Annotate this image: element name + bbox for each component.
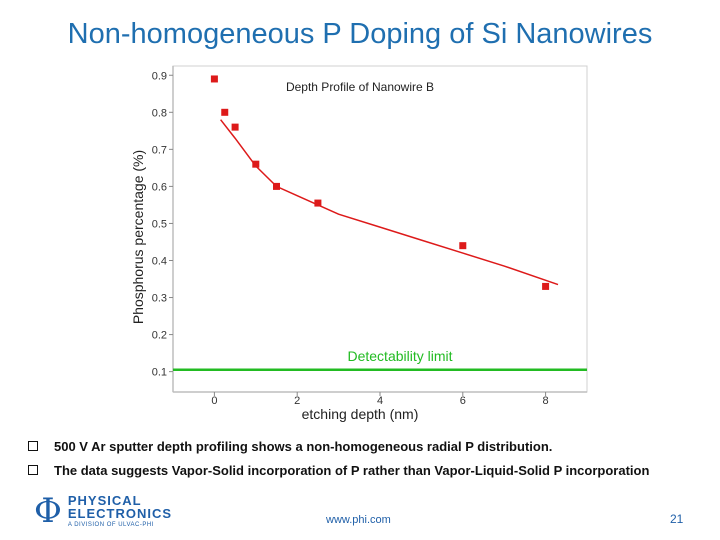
y-tick-label: 0.6 — [152, 181, 167, 193]
plot-area — [172, 65, 588, 393]
y-tick-label: 0.3 — [152, 293, 167, 305]
phi-logo-icon: Φ — [34, 491, 62, 531]
x-tick-label: 8 — [543, 395, 549, 407]
slide-title: Non-homogeneous P Doping of Si Nanowires — [67, 18, 653, 50]
data-point — [221, 108, 229, 116]
x-tick-label: 6 — [460, 395, 466, 407]
logo-line-division: A DIVISION OF ULVAC-PHI — [67, 522, 154, 528]
footer-url[interactable]: www.phi.com — [326, 514, 391, 526]
x-tick-label: 2 — [294, 395, 300, 407]
data-point — [252, 160, 260, 168]
data-point — [314, 199, 322, 207]
chart-title: Depth Profile of Nanowire B — [286, 80, 434, 94]
company-logo: Φ PHYSICAL ELECTRONICS A DIVISION OF ULV… — [34, 494, 172, 528]
bullet-item-incorporation: The data suggests Vapor-Solid incorporat… — [28, 458, 708, 482]
checkbox-bullet-icon — [28, 465, 38, 475]
y-tick-label: 0.4 — [152, 255, 167, 267]
detectability-limit-label: Detectability limit — [347, 348, 452, 364]
data-point — [273, 182, 280, 190]
logo-line-physical: PHYSICAL — [67, 493, 142, 508]
data-point — [210, 75, 218, 83]
y-tick-label: 0.5 — [152, 218, 167, 230]
x-tick-label: 4 — [377, 395, 383, 407]
x-axis-label: etching depth (nm) — [302, 406, 419, 422]
page-number: 21 — [670, 512, 684, 526]
y-tick-label: 0.1 — [152, 367, 167, 379]
y-tick-label: 0.2 — [152, 330, 167, 342]
y-tick-label: 0.9 — [152, 70, 167, 82]
y-tick-label: 0.7 — [152, 144, 167, 156]
fit-line — [220, 119, 559, 286]
data-point — [231, 123, 239, 131]
data-point — [542, 282, 550, 290]
bullet-list: 500 V Ar sputter depth profiling shows a… — [28, 434, 708, 482]
logo-line-electronics: ELECTRONICS — [67, 506, 173, 521]
checkbox-bullet-icon — [28, 441, 38, 451]
x-tick-label: 0 — [211, 395, 217, 407]
bullet-text: 500 V Ar sputter depth profiling shows a… — [54, 438, 553, 454]
y-axis-label: Phosphorus percentage (%) — [130, 150, 146, 324]
y-tick-label: 0.8 — [152, 107, 167, 119]
bullet-item-sputter: 500 V Ar sputter depth profiling shows a… — [28, 434, 708, 458]
data-point — [459, 242, 467, 250]
bullet-text: The data suggests Vapor-Solid incorporat… — [54, 462, 650, 478]
